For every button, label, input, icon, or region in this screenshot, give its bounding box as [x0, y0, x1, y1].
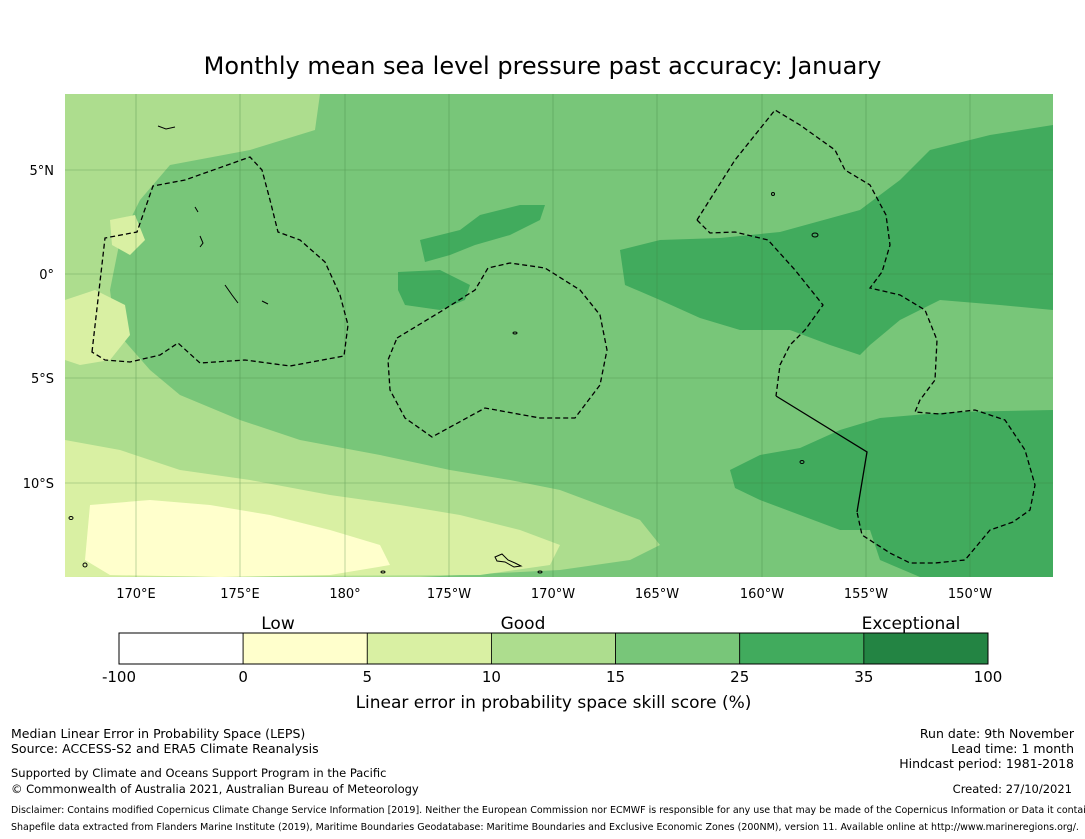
colorbar-tick-label: 0: [238, 668, 248, 686]
colorbar-swatches: [118, 632, 989, 665]
region-low-sw: [85, 500, 390, 577]
colorbar: Low Good Exceptional -100 0 5 10 15 25 35 100: [102, 614, 1002, 686]
eez-kiribati-gilbert: [91, 156, 349, 367]
region-moderate-w: [65, 290, 130, 365]
category-label-low: Low: [261, 614, 295, 634]
footer-run-date: Run date: 9th November: [919, 726, 1074, 741]
footer-hindcast: Hindcast period: 1981-2018: [899, 756, 1074, 771]
lon-label: 180°: [329, 587, 360, 602]
footer-copyright: © Commonwealth of Australia 2021, Austra…: [11, 782, 419, 796]
colorbar-swatch: [491, 632, 616, 665]
lat-label: 10°S: [23, 477, 54, 492]
colorbar-tick-label: 15: [606, 668, 625, 686]
colorbar-ticks: -100 0 5 10 15 25 35 100: [102, 668, 1002, 686]
lon-label: 155°W: [844, 587, 888, 602]
region-high-east: [620, 125, 1053, 355]
category-label-good: Good: [501, 614, 546, 634]
lon-label: 175°W: [427, 587, 471, 602]
region-high-southeast: [730, 410, 1053, 577]
colorbar-swatch: [863, 632, 989, 665]
footer-method: Median Linear Error in Probability Space…: [11, 726, 306, 741]
lon-label: 150°W: [948, 587, 992, 602]
colorbar-tick-label: 35: [854, 668, 873, 686]
lon-label: 160°W: [740, 587, 784, 602]
lon-label: 175°E: [220, 587, 260, 602]
lat-labels: 5°N 0° 5°S 10°S: [23, 164, 54, 492]
eez-line-islands-b: [696, 219, 824, 397]
region-good-west: [65, 94, 660, 577]
lat-label: 5°N: [30, 164, 55, 179]
colorbar-title: Linear error in probability space skill …: [355, 693, 752, 713]
lon-label: 165°W: [635, 587, 679, 602]
colorbar-tick-label: 100: [974, 668, 1003, 686]
footer-shapefile: Shapefile data extracted from Flanders M…: [11, 822, 1079, 833]
map-title: Monthly mean sea level pressure past acc…: [203, 52, 882, 80]
lon-labels: 170°E 175°E 180° 175°W 170°W 165°W 160°W…: [116, 587, 992, 602]
lon-label: 170°E: [116, 587, 156, 602]
colorbar-tick-label: -100: [102, 668, 136, 686]
eez-boundaries: [91, 109, 1036, 564]
region-high-central: [420, 205, 545, 262]
footer-support: Supported by Climate and Oceans Support …: [11, 766, 387, 780]
skill-map: [65, 94, 1053, 577]
colorbar-swatch: [242, 632, 368, 665]
colorbar-swatch: [615, 632, 741, 665]
eez-solid-boundary: [775, 395, 868, 513]
footer-created: Created: 27/10/2021: [952, 782, 1072, 796]
footer-lead-time: Lead time: 1 month: [951, 741, 1074, 756]
colorbar-swatch: [366, 632, 492, 665]
colorbar-tick-label: 10: [482, 668, 501, 686]
eez-phoenix: [387, 262, 608, 438]
footer-disclaimer: Disclaimer: Contains modified Copernicus…: [11, 805, 1085, 816]
colorbar-tick-label: 5: [363, 668, 373, 686]
graticule: [65, 94, 1053, 577]
lon-label: 170°W: [531, 587, 575, 602]
lat-label: 0°: [39, 268, 54, 283]
islands: [68, 125, 819, 574]
colorbar-swatch: [739, 632, 865, 665]
lat-label: 5°S: [31, 372, 54, 387]
eez-line-islands: [696, 109, 1036, 564]
colorbar-swatch: [118, 632, 244, 665]
category-label-exceptional: Exceptional: [862, 614, 961, 634]
colorbar-tick-label: 25: [730, 668, 749, 686]
region-high-central2: [398, 270, 470, 310]
footer-source: Source: ACCESS-S2 and ERA5 Climate Reana…: [11, 741, 319, 756]
